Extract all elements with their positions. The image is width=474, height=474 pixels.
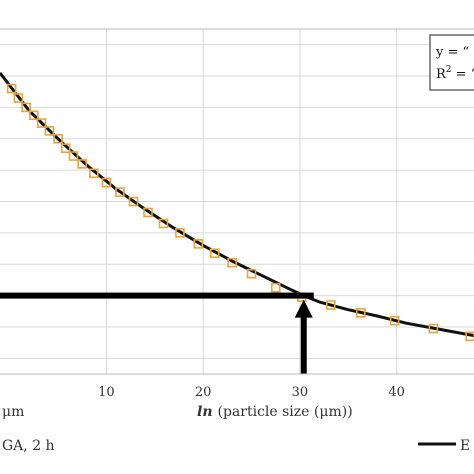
equation-rest: = “ <box>452 67 474 82</box>
x-tick-labels: 10 20 30 40 <box>98 385 405 400</box>
data-points <box>6 83 474 342</box>
fit-line-layer <box>0 71 474 338</box>
vertical-arrow-shaft <box>300 309 307 374</box>
horizontal-arrow-bar <box>0 292 314 299</box>
data-point-21 <box>270 282 281 293</box>
annotation-arrows <box>0 292 314 374</box>
data-point-3 <box>29 110 39 121</box>
data-point-7 <box>60 143 71 153</box>
x-axis-label-left-fragment: μm <box>2 404 24 420</box>
legend-right-text: E <box>460 438 470 454</box>
equation-line-2: R2 = “ <box>436 65 474 82</box>
data-point-19 <box>227 257 237 268</box>
data-point-25 <box>389 315 400 326</box>
data-point-10 <box>89 168 99 179</box>
data-point-8 <box>68 151 79 161</box>
x-tick-label-2: 30 <box>292 385 309 400</box>
equation-box: y = “ R2 = “ <box>429 34 474 91</box>
data-point-4 <box>36 118 47 128</box>
data-point-20 <box>246 268 257 279</box>
data-point-1 <box>13 93 24 103</box>
data-point-26 <box>428 323 439 334</box>
data-point-15 <box>158 218 169 229</box>
data-point-16 <box>175 228 185 238</box>
legend-left-text: GA, 2 h <box>2 438 55 454</box>
data-point-5 <box>44 126 55 136</box>
data-point-17 <box>193 239 204 249</box>
plot-frame <box>0 28 474 375</box>
x-axis-label: ln (particle size (μm)) <box>197 404 353 420</box>
data-point-6 <box>53 133 63 144</box>
equation-sup: 2 <box>446 65 452 75</box>
x-tick-label-3: 40 <box>388 385 405 400</box>
data-point-9 <box>77 159 88 169</box>
x-axis-label-italic: ln <box>197 404 213 420</box>
equation-r: R <box>436 67 447 82</box>
vertical-arrow-head <box>294 299 313 318</box>
x-axis-label-rest: (particle size (μm)) <box>218 404 353 420</box>
data-point-24 <box>356 308 366 318</box>
data-point-13 <box>128 196 139 207</box>
x-tick-label-0: 10 <box>98 385 115 400</box>
horizontal-gridlines <box>0 44 474 359</box>
fit-line <box>0 71 474 338</box>
data-point-23 <box>326 300 336 310</box>
data-point-12 <box>115 187 125 197</box>
data-point-14 <box>143 207 153 218</box>
data-point-27 <box>465 331 474 342</box>
data-point-11 <box>101 177 112 188</box>
data-point-2 <box>21 102 31 113</box>
equation-line-1: y = “ <box>435 45 469 60</box>
data-point-18 <box>209 248 220 259</box>
data-point-0 <box>6 83 17 94</box>
x-tick-label-1: 20 <box>195 385 212 400</box>
